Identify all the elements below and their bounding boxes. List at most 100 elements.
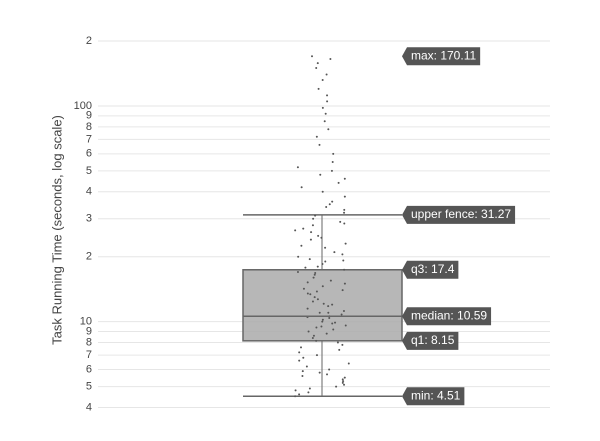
point (311, 55, 314, 58)
point (328, 203, 331, 206)
point (296, 166, 299, 169)
point (300, 186, 303, 189)
annotation: median: 10.59 (402, 307, 492, 326)
y-tick-label: 8 (86, 336, 92, 348)
point (298, 393, 301, 396)
point (312, 217, 315, 220)
point (332, 152, 335, 155)
point (342, 259, 345, 262)
point (313, 296, 316, 299)
point (320, 236, 323, 239)
point (316, 265, 319, 268)
point (296, 270, 299, 273)
point (331, 160, 334, 163)
point (321, 263, 324, 266)
point (341, 343, 344, 346)
point (315, 339, 318, 342)
point (343, 268, 346, 271)
point (322, 302, 325, 305)
y-tick-label: 8 (86, 121, 92, 133)
point (341, 381, 344, 384)
point (324, 112, 327, 115)
point (329, 58, 332, 61)
point (311, 224, 314, 227)
point (297, 255, 300, 258)
point (343, 195, 346, 198)
y-tick-label: 2 (86, 35, 92, 47)
point (307, 391, 310, 394)
point (326, 100, 329, 103)
point (329, 279, 332, 282)
point (310, 231, 313, 234)
point (343, 211, 346, 214)
point (339, 220, 342, 223)
point (314, 214, 317, 217)
point (315, 135, 318, 138)
y-tick-label: 5 (86, 165, 92, 177)
point (327, 128, 330, 131)
y-tick-label: 3 (86, 213, 92, 225)
point (323, 120, 326, 123)
point (331, 303, 334, 306)
point (340, 313, 343, 316)
point (342, 380, 345, 383)
point (311, 300, 314, 303)
point (341, 378, 344, 381)
annotation-label: q3: 17.4 (411, 262, 455, 276)
point (328, 316, 331, 319)
point (317, 234, 320, 237)
point (324, 260, 327, 263)
y-tick-label: 10 (80, 316, 92, 328)
point (321, 190, 324, 193)
annotation-box (402, 205, 516, 224)
point (294, 389, 297, 392)
y-tick-label: 9 (86, 325, 92, 337)
point (321, 318, 324, 321)
y-tick-label: 2 (86, 251, 92, 263)
annotation-label: max: 170.11 (411, 48, 476, 62)
point (334, 321, 337, 324)
point (300, 244, 303, 247)
point (331, 322, 334, 325)
annotation: q1: 8.15 (402, 331, 459, 350)
point (316, 62, 319, 65)
annotation-label: min: 4.51 (411, 388, 461, 402)
point (341, 253, 344, 256)
point (314, 272, 317, 275)
annotation-label: q1: 8.15 (411, 333, 455, 347)
annotation-box (402, 260, 459, 279)
point (321, 78, 324, 81)
point (338, 348, 341, 351)
point (320, 325, 323, 328)
point (343, 222, 346, 225)
point (318, 371, 321, 374)
point (321, 320, 324, 323)
point (301, 374, 304, 377)
point (325, 332, 328, 335)
y-tick-label: 9 (86, 110, 92, 122)
y-tick-label: 7 (86, 349, 92, 361)
point (315, 326, 318, 329)
point (324, 246, 327, 249)
annotation-box (402, 331, 459, 350)
point (312, 334, 315, 337)
y-tick-label: 100 (74, 100, 92, 112)
point (302, 356, 305, 359)
point (316, 298, 319, 301)
point (344, 242, 347, 245)
y-tick-label: 5 (86, 380, 92, 392)
y-tick-label: 4 (86, 401, 92, 413)
point (298, 359, 301, 362)
y-tick-label: 7 (86, 133, 92, 145)
point (298, 351, 301, 354)
point (301, 370, 304, 373)
point (313, 273, 316, 276)
point (327, 311, 330, 314)
point (336, 341, 339, 344)
annotation: max: 170.11 (402, 47, 481, 66)
point (342, 310, 345, 313)
point (333, 251, 336, 254)
point (337, 181, 340, 184)
annotation-label: median: 10.59 (411, 308, 487, 322)
